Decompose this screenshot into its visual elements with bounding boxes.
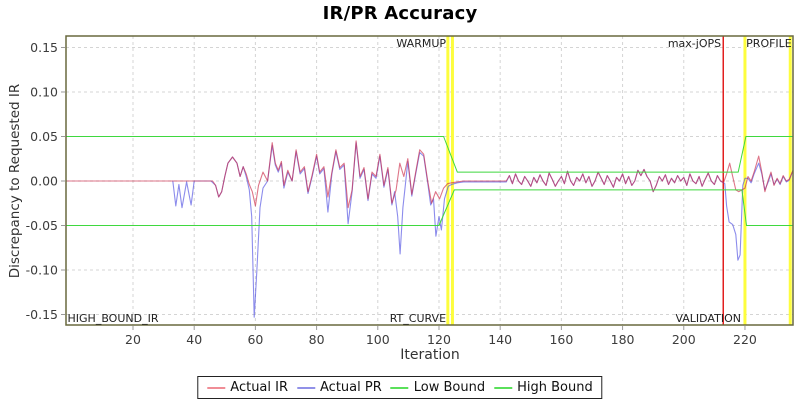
y-tick-label: 0.00 (30, 173, 58, 188)
series-high-bound-line (65, 136, 794, 173)
legend-line-actual-pr-icon (297, 386, 316, 389)
series-actual-ir-line (65, 140, 794, 209)
legend-line-low-bound-icon (390, 386, 409, 389)
x-tick-label: 40 (186, 332, 202, 347)
annotation-warmup: WARMUP (396, 37, 446, 50)
y-tick-label: 0.15 (30, 40, 58, 55)
x-tick-label: 20 (125, 332, 141, 347)
legend: Actual IR Actual PR Low Bound High Bound (197, 376, 603, 399)
chart-title: IR/PR Accuracy (322, 3, 478, 24)
annotation-max-jops: max-jOPS (668, 37, 721, 50)
x-tick-label: 80 (309, 332, 325, 347)
x-tick-label: 140 (488, 332, 512, 347)
x-tick-label: 160 (549, 332, 573, 347)
x-tick-label: 120 (427, 332, 451, 347)
annotation-profile: PROFILE (746, 37, 792, 50)
series-actual-pr-line (172, 142, 794, 318)
y-tick-label: -0.10 (26, 262, 58, 277)
annotation-rt-curve: RT_CURVE (390, 312, 446, 325)
y-tick-label: 0.10 (30, 84, 58, 99)
y-tick-label: 0.05 (30, 129, 58, 144)
legend-label-low-bound: Low Bound (413, 380, 486, 395)
x-axis-label: Iteration (400, 347, 460, 363)
annotation-high-bound-ir: HIGH_BOUND_IR (68, 312, 159, 325)
y-tick-label: -0.05 (26, 218, 58, 233)
legend-item-high-bound: High Bound (494, 380, 593, 395)
legend-line-high-bound-icon (494, 386, 513, 389)
legend-line-actual-ir-icon (207, 386, 226, 389)
x-tick-label: 180 (611, 332, 635, 347)
legend-label-actual-pr: Actual PR (320, 380, 382, 395)
plot-border (65, 35, 794, 326)
y-axis-label: Discrepancy to Requested IR (7, 83, 23, 279)
annotation-validation: VALIDATION (675, 312, 741, 325)
legend-item-actual-pr: Actual PR (297, 380, 382, 395)
legend-label-high-bound: High Bound (517, 380, 593, 395)
x-tick-label: 60 (247, 332, 263, 347)
x-tick-label: 100 (366, 332, 390, 347)
series-low-bound-line (65, 189, 794, 226)
legend-label-actual-ir: Actual IR (230, 380, 289, 395)
x-tick-label: 200 (672, 332, 696, 347)
legend-item-actual-ir: Actual IR (207, 380, 288, 395)
legend-item-low-bound: Low Bound (390, 380, 486, 395)
x-tick-label: 220 (733, 332, 757, 347)
y-tick-label: -0.15 (26, 307, 58, 322)
